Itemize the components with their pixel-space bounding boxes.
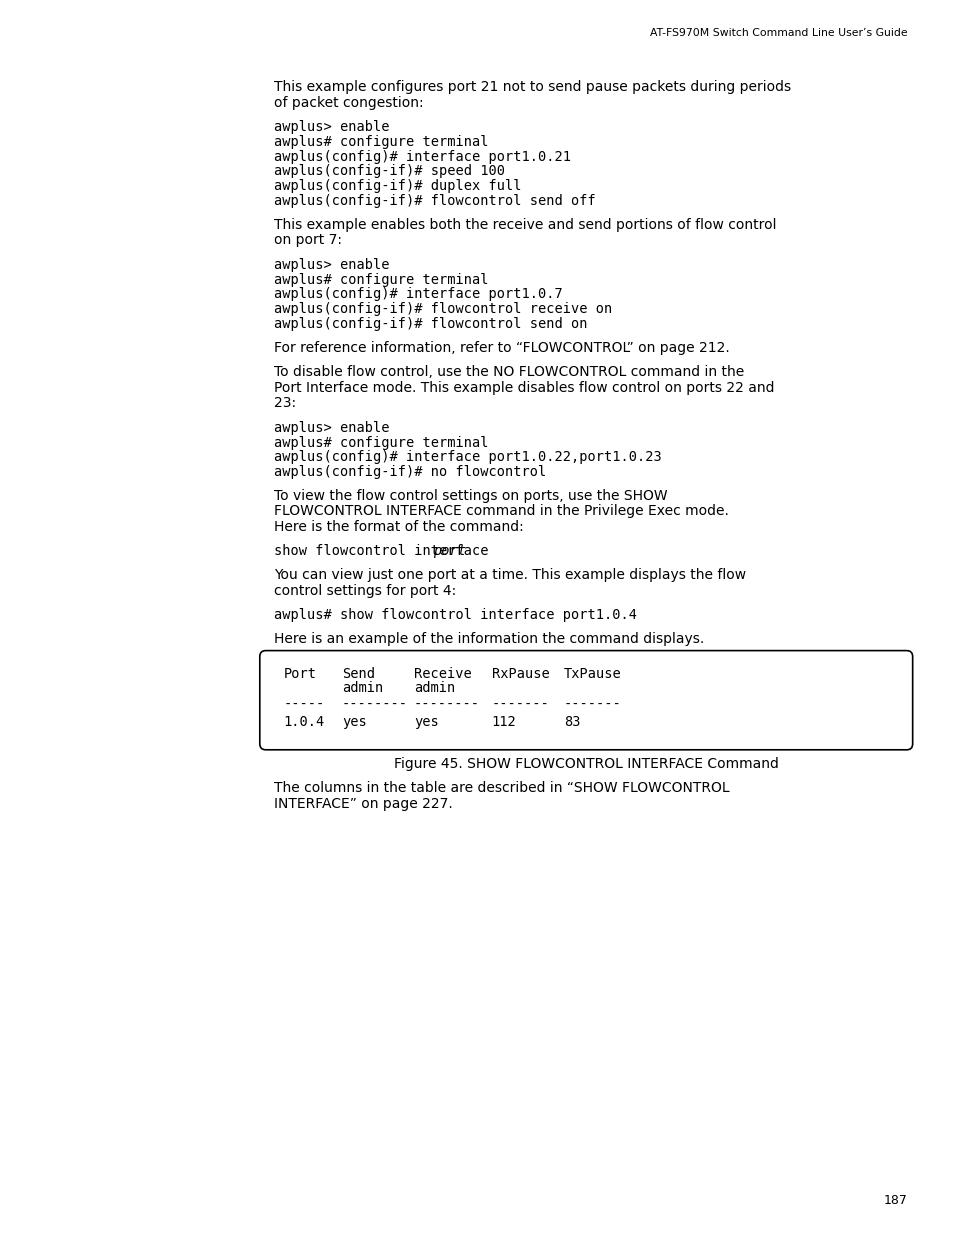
Text: awplus(config-if)# no flowcontrol: awplus(config-if)# no flowcontrol — [274, 466, 545, 479]
Text: 187: 187 — [883, 1194, 907, 1207]
Text: To disable flow control, use the NO FLOWCONTROL command in the: To disable flow control, use the NO FLOW… — [274, 366, 743, 379]
Text: 83: 83 — [563, 715, 579, 729]
Text: awplus(config-if)# flowcontrol send on: awplus(config-if)# flowcontrol send on — [274, 317, 587, 331]
Text: show flowcontrol interface: show flowcontrol interface — [274, 545, 496, 558]
Text: AT-FS970M Switch Command Line User’s Guide: AT-FS970M Switch Command Line User’s Gui… — [650, 28, 907, 38]
Text: For reference information, refer to “FLOWCONTROL” on page 212.: For reference information, refer to “FLO… — [274, 341, 729, 354]
Text: -----: ----- — [283, 698, 325, 713]
Text: --------: -------- — [414, 698, 479, 713]
Text: The columns in the table are described in “SHOW FLOWCONTROL: The columns in the table are described i… — [274, 782, 729, 795]
Text: awplus(config)# interface port1.0.7: awplus(config)# interface port1.0.7 — [274, 288, 562, 301]
Text: RxPause: RxPause — [492, 667, 549, 680]
Text: awplus# show flowcontrol interface port1.0.4: awplus# show flowcontrol interface port1… — [274, 609, 637, 622]
Text: awplus> enable: awplus> enable — [274, 258, 389, 272]
Text: awplus> enable: awplus> enable — [274, 120, 389, 135]
Text: awplus(config)# interface port1.0.22,port1.0.23: awplus(config)# interface port1.0.22,por… — [274, 451, 660, 464]
Text: port: port — [432, 545, 465, 558]
Text: awplus(config)# interface port1.0.21: awplus(config)# interface port1.0.21 — [274, 149, 570, 163]
Text: yes: yes — [341, 715, 366, 729]
Text: control settings for port 4:: control settings for port 4: — [274, 584, 456, 598]
Text: awplus# configure terminal: awplus# configure terminal — [274, 436, 488, 450]
Text: This example enables both the receive and send portions of flow control: This example enables both the receive an… — [274, 217, 776, 232]
Text: -------: ------- — [563, 698, 621, 713]
Text: Here is the format of the command:: Here is the format of the command: — [274, 520, 523, 534]
Text: admin: admin — [341, 682, 383, 695]
Text: 23:: 23: — [274, 396, 295, 410]
Text: To view the flow control settings on ports, use the SHOW: To view the flow control settings on por… — [274, 489, 667, 503]
Text: 112: 112 — [492, 715, 516, 729]
Text: yes: yes — [414, 715, 438, 729]
Text: --------: -------- — [341, 698, 407, 713]
Text: FLOWCONTROL INTERFACE command in the Privilege Exec mode.: FLOWCONTROL INTERFACE command in the Pri… — [274, 505, 728, 519]
Text: awplus(config-if)# speed 100: awplus(config-if)# speed 100 — [274, 164, 504, 178]
Text: You can view just one port at a time. This example displays the flow: You can view just one port at a time. Th… — [274, 568, 745, 582]
Text: awplus> enable: awplus> enable — [274, 421, 389, 435]
Text: Port Interface mode. This example disables flow control on ports 22 and: Port Interface mode. This example disabl… — [274, 380, 774, 395]
Text: on port 7:: on port 7: — [274, 233, 341, 247]
Text: awplus# configure terminal: awplus# configure terminal — [274, 135, 488, 148]
Text: Send: Send — [341, 667, 375, 680]
Text: This example configures port 21 not to send pause packets during periods: This example configures port 21 not to s… — [274, 80, 790, 94]
Text: Receive: Receive — [414, 667, 471, 680]
FancyBboxPatch shape — [259, 651, 912, 750]
Text: -------: ------- — [492, 698, 549, 713]
Text: admin: admin — [414, 682, 455, 695]
Text: awplus(config-if)# duplex full: awplus(config-if)# duplex full — [274, 179, 520, 193]
Text: Port: Port — [283, 667, 316, 680]
Text: of packet congestion:: of packet congestion: — [274, 95, 423, 110]
Text: awplus# configure terminal: awplus# configure terminal — [274, 273, 488, 287]
Text: TxPause: TxPause — [563, 667, 621, 680]
Text: Figure 45. SHOW FLOWCONTROL INTERFACE Command: Figure 45. SHOW FLOWCONTROL INTERFACE Co… — [394, 757, 778, 771]
Text: 1.0.4: 1.0.4 — [283, 715, 325, 729]
Text: INTERFACE” on page 227.: INTERFACE” on page 227. — [274, 797, 452, 811]
Text: awplus(config-if)# flowcontrol receive on: awplus(config-if)# flowcontrol receive o… — [274, 303, 612, 316]
Text: Here is an example of the information the command displays.: Here is an example of the information th… — [274, 632, 703, 646]
Text: awplus(config-if)# flowcontrol send off: awplus(config-if)# flowcontrol send off — [274, 194, 595, 207]
